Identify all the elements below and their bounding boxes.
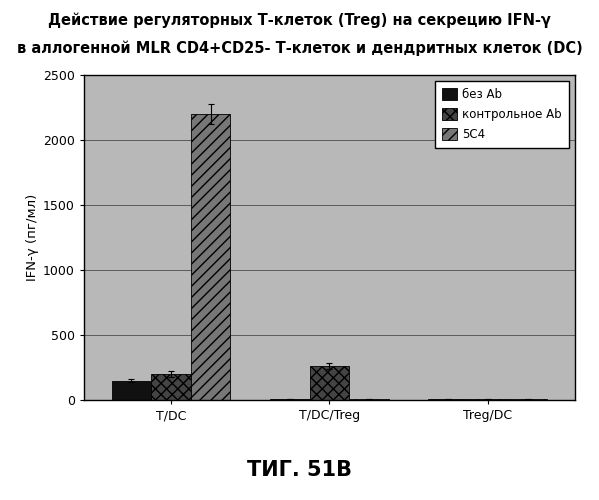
Bar (310, 366, 349, 400)
Bar (191, 114, 231, 400)
Text: в аллогенной MLR CD4+CD25- Т-клеток и дендритных клеток (DC): в аллогенной MLR CD4+CD25- Т-клеток и де… (17, 40, 582, 56)
Bar (111, 380, 151, 400)
Legend: без Ab, контрольное Ab, 5C4: без Ab, контрольное Ab, 5C4 (435, 81, 569, 148)
Text: ΤИГ. 51B: ΤИГ. 51B (247, 460, 352, 480)
Text: Действие регуляторных Т-клеток (Treg) на секрецию IFN-γ: Действие регуляторных Т-клеток (Treg) на… (48, 12, 551, 28)
Bar (151, 374, 191, 400)
Y-axis label: IFN-γ (пг/мл): IFN-γ (пг/мл) (26, 194, 39, 281)
